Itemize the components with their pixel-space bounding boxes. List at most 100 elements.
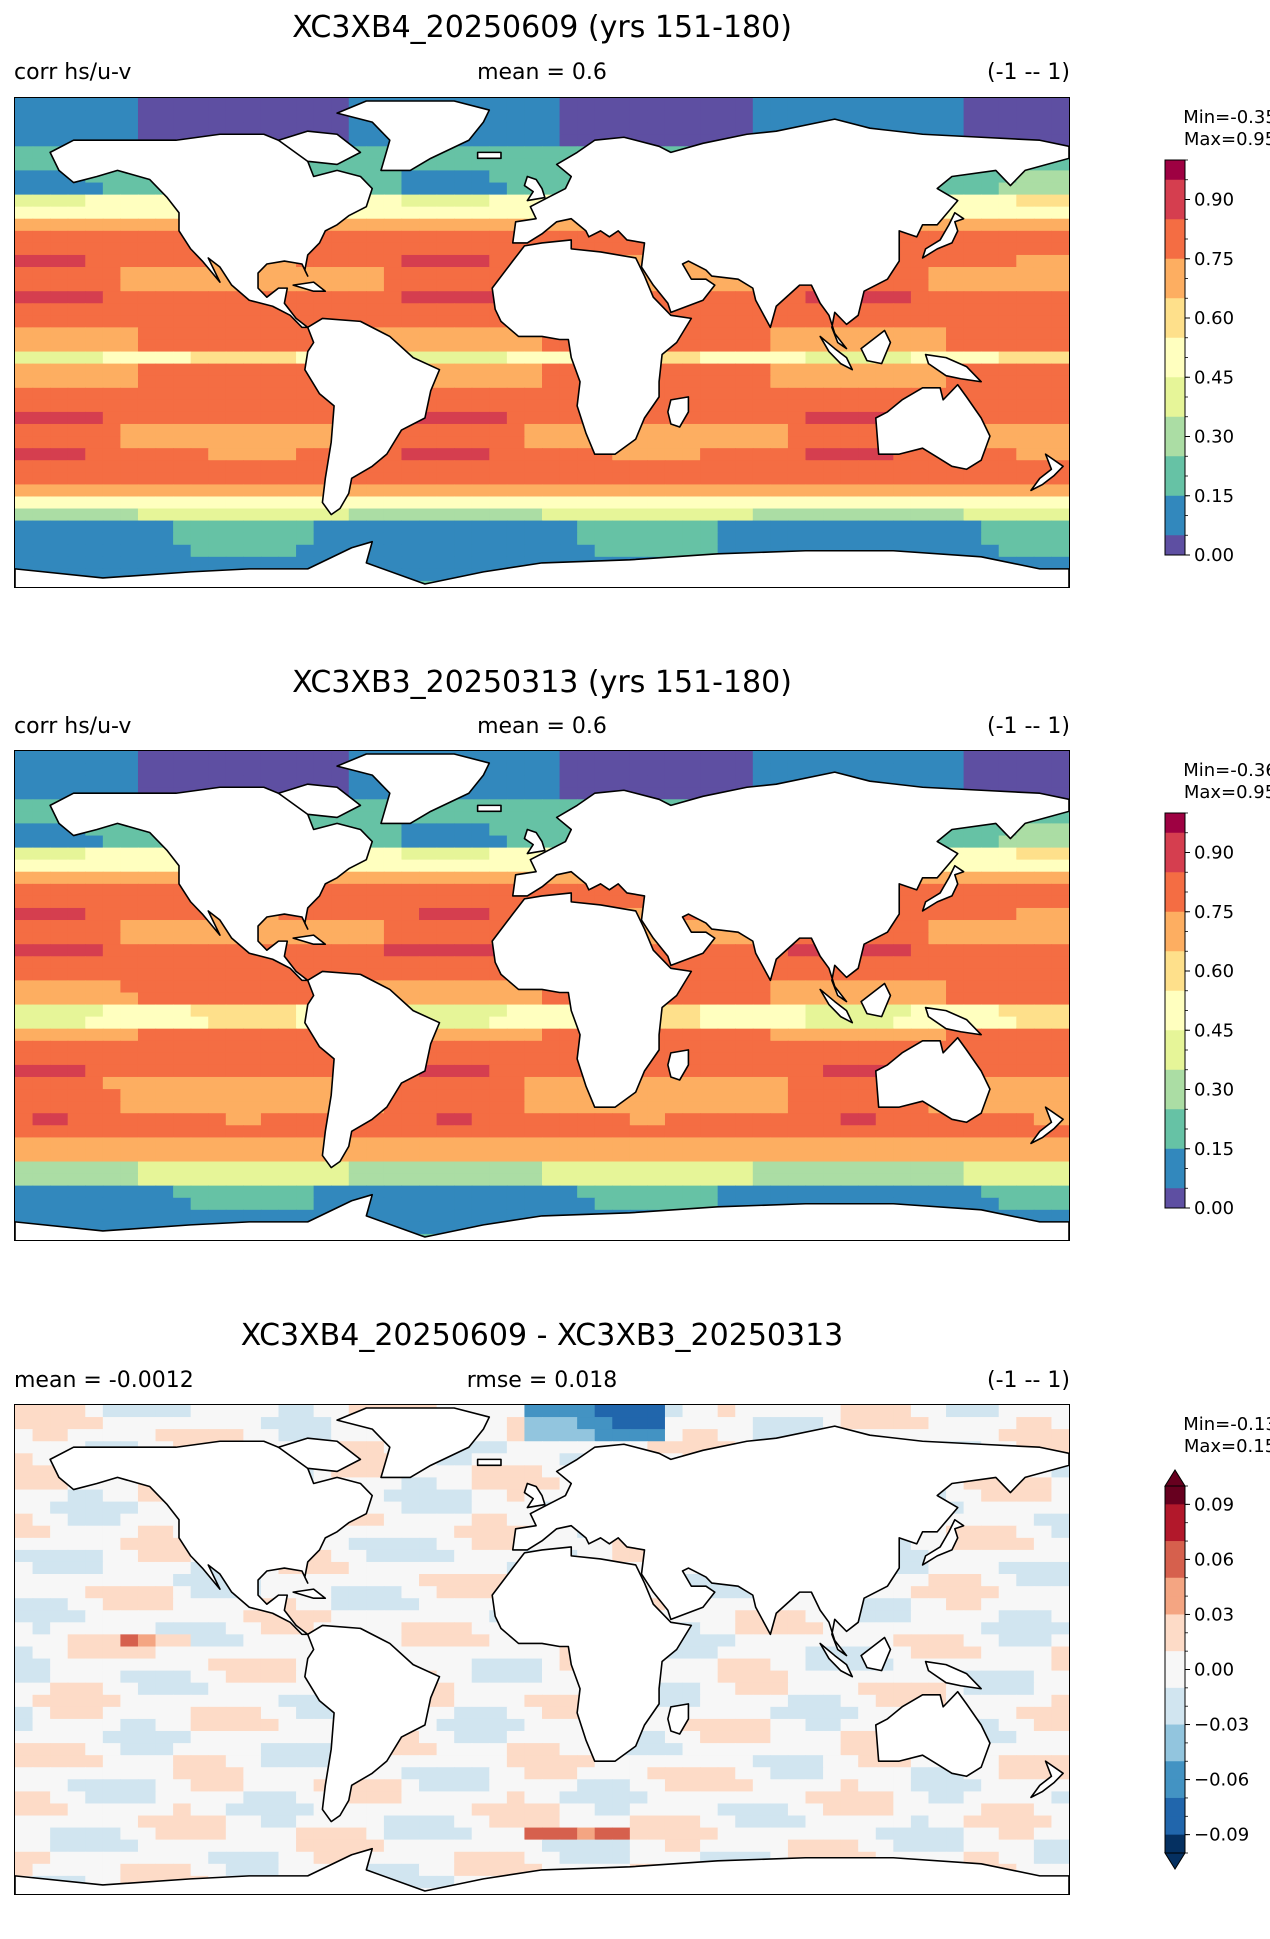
field-cell [647,520,666,534]
field-cell [243,1016,262,1030]
field-cell [787,423,807,437]
field-cell [436,1052,455,1066]
field-cell [594,1197,613,1211]
field-cell [436,1125,455,1138]
field-cell [770,1040,789,1054]
field-cell [243,387,262,401]
field-cell [1051,472,1069,485]
field-cell [137,351,157,365]
field-cell [1016,303,1035,316]
field-cell [928,472,947,485]
field-cell [190,315,209,328]
field-cell [1033,254,1053,268]
field-cell [155,1185,174,1199]
field-cell [120,1040,139,1054]
field-cell [963,484,982,498]
field-cell [120,556,139,570]
field-cell [208,363,227,377]
field-cell [700,484,719,498]
field-cell [85,883,104,897]
field-cell [559,1089,578,1102]
field-cell [173,484,192,498]
field-cell [489,1028,508,1042]
field-cell [858,1185,877,1199]
field-cell [735,351,754,365]
field-cell [946,496,965,510]
field-cell [243,448,262,461]
field-cell [542,532,561,546]
field-cell [348,871,367,885]
field-cell [787,1016,807,1030]
field-cell [366,496,385,510]
field-cell [787,980,807,994]
field-cell [506,206,526,220]
field-cell [682,1113,701,1126]
field-cell [102,303,121,316]
field-cell [489,230,508,244]
field-cell [190,448,209,461]
field-cell [366,472,385,485]
field-cell [225,1064,244,1078]
field-cell [436,920,455,933]
field-cell [15,472,34,485]
field-cell [50,544,69,558]
field-cell [542,775,561,788]
field-cell [998,315,1017,328]
field-cell [120,1161,139,1175]
field-cell [225,484,244,498]
field-cell [787,532,807,546]
field-cell [190,1004,209,1018]
field-cell [805,520,824,534]
field-cell [15,1076,34,1090]
field-cell [85,460,104,473]
field-cell [998,847,1017,861]
field-cell [1051,436,1069,449]
field-cell [770,1028,789,1042]
field-cell [1051,823,1069,837]
field-cell [401,980,420,994]
field-cell [419,1209,438,1223]
field-cell [32,1173,51,1187]
field-cell [471,291,490,304]
field-cell [120,1076,139,1090]
field-cell [717,423,736,437]
field-cell [243,1161,262,1175]
field-cell [243,1173,262,1187]
field-cell [735,375,754,389]
field-cell [805,1028,824,1042]
field-cell [928,775,947,788]
field-cell [419,230,438,244]
field-cell [15,423,34,437]
field-cell [524,1089,543,1102]
field-cell [137,1113,157,1126]
field-cell [963,944,982,957]
field-cell [559,411,578,425]
field-cell [296,956,315,969]
field-cell [296,423,315,437]
field-cell [893,327,912,341]
field-cell [664,1185,684,1199]
field-cell [1051,956,1069,969]
field-cell [981,1173,1000,1187]
landmass [292,281,327,293]
field-cell [225,775,244,788]
field-cell [173,944,192,957]
colorbar-bin [1165,397,1185,418]
field-cell [700,351,719,365]
field-cell [190,763,209,776]
field-cell [858,1173,877,1187]
field-cell [67,1028,86,1042]
field-cell [524,763,543,776]
field-cell [102,387,121,401]
field-cell [647,1113,666,1126]
field-cell [190,1137,209,1151]
field-cell [981,956,1000,969]
field-cell [137,883,157,897]
field-cell [155,460,174,473]
field-cell [664,544,684,558]
field-cell [155,351,174,365]
field-cell [489,1040,508,1054]
field-cell [15,1004,34,1018]
field-cell [577,484,596,498]
field-cell [489,460,508,473]
